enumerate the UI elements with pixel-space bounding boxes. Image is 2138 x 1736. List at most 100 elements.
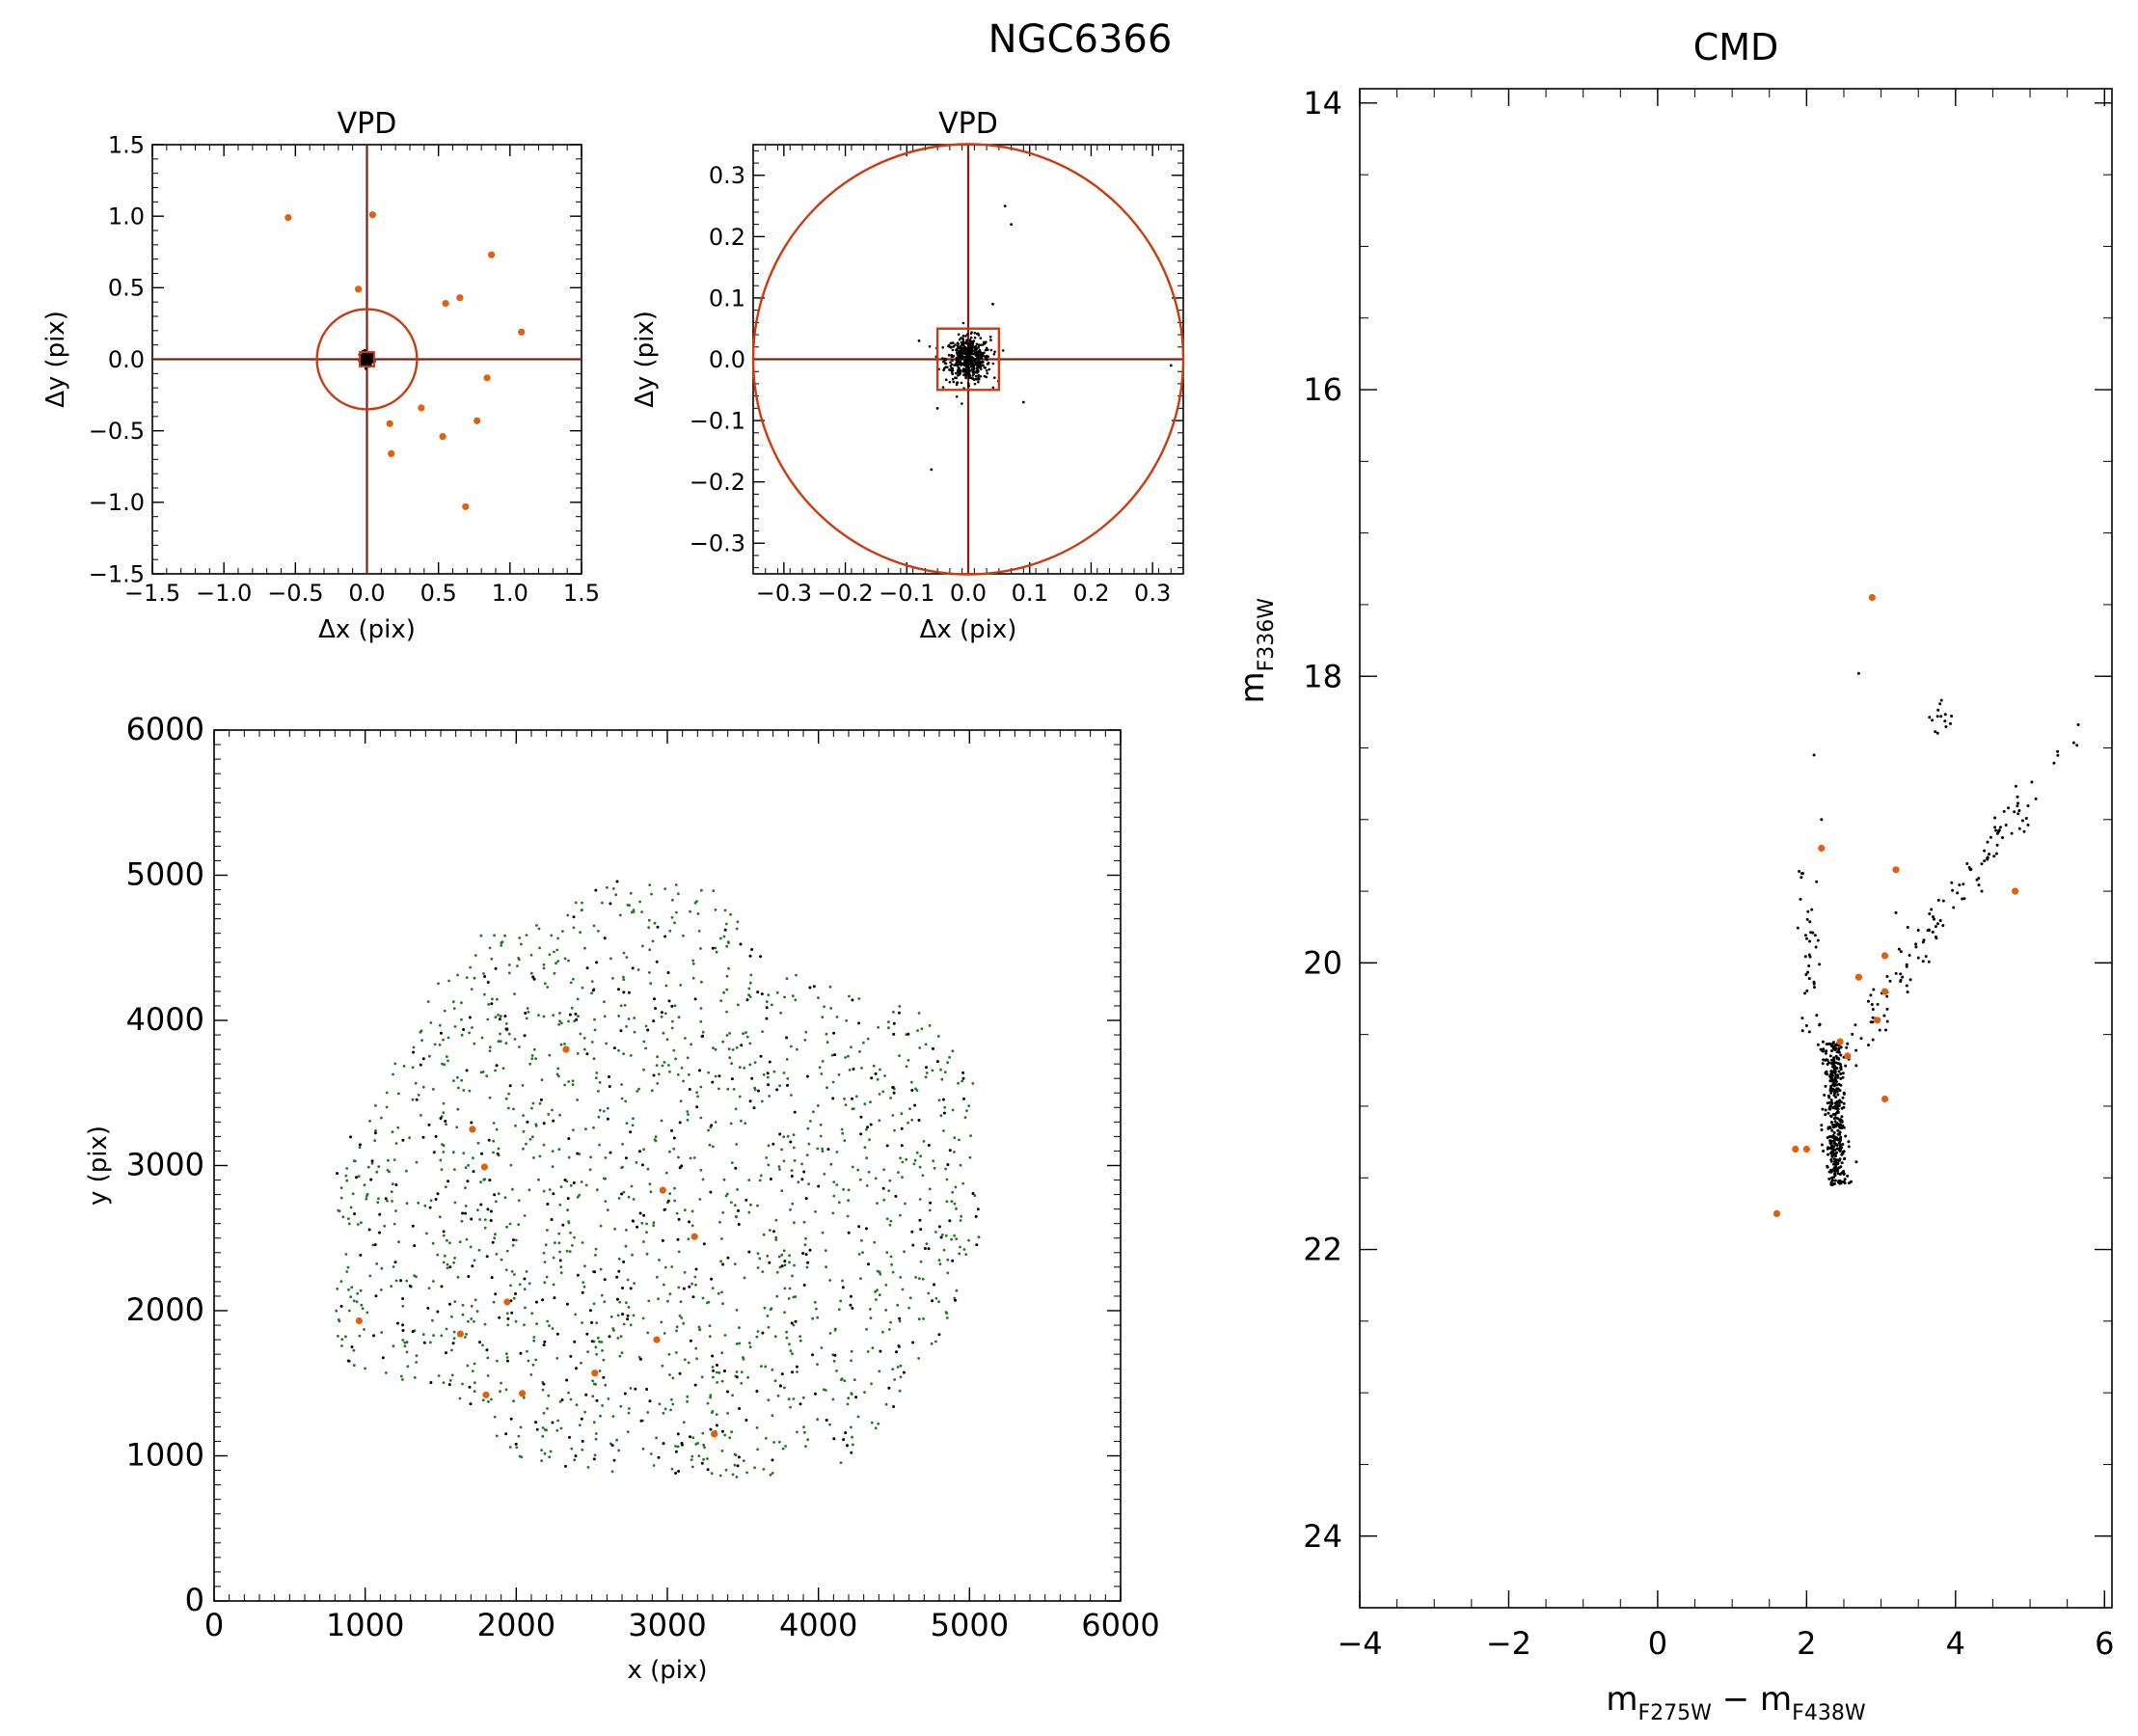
xy-map-field-point xyxy=(568,1435,571,1439)
xy-map-member-point xyxy=(581,1448,584,1451)
xy-map-field-point xyxy=(935,1060,939,1064)
xy-map-field-point xyxy=(494,1292,498,1296)
cmd-member-point xyxy=(1949,721,1952,725)
xy-map-member-point xyxy=(668,1070,671,1073)
xy-map-member-point xyxy=(567,1221,571,1225)
vpd-zoom-member-point xyxy=(969,376,972,379)
xy-map-member-point xyxy=(778,1084,781,1088)
xy-map-field-point xyxy=(689,1435,691,1439)
xy-map-field-point xyxy=(555,1332,559,1336)
xy-map-member-point xyxy=(958,1252,961,1256)
vpd-wide-selected-point xyxy=(368,211,376,219)
xy-map-member-point xyxy=(421,1085,425,1089)
xy-map-member-point xyxy=(377,1197,380,1201)
xy-map-field-point xyxy=(892,1405,896,1408)
xy-map-field-point xyxy=(447,1383,451,1387)
xy-map-field-point xyxy=(744,1419,748,1422)
xy-map-member-point xyxy=(904,1202,907,1206)
xy-map-member-point xyxy=(767,1325,771,1329)
xy-map-member-point xyxy=(365,1195,368,1198)
cmd-member-point xyxy=(1818,1022,1822,1026)
xy-map-field-point xyxy=(693,1383,697,1387)
cmd-member-point xyxy=(2026,804,2030,807)
vpd-zoom-member-point xyxy=(951,366,954,370)
xy-map-member-point xyxy=(924,1075,928,1079)
xy-map-field-point xyxy=(854,1396,858,1399)
xy-map-member-point xyxy=(841,1131,845,1135)
xy-map-member-point xyxy=(690,1282,693,1286)
xy-map-field-point xyxy=(478,1341,481,1344)
xy-map-member-point xyxy=(390,1285,393,1288)
vpd-zoom-member-point xyxy=(949,341,953,345)
xy-map-field-point xyxy=(688,1220,690,1224)
xy-map-field-point xyxy=(971,1192,975,1195)
xy-map-member-point xyxy=(816,1418,819,1422)
xy-map-field-point xyxy=(755,1390,759,1393)
xy-map-field-point xyxy=(466,1180,470,1183)
xy-map-member-point xyxy=(954,1185,958,1189)
xy-map-member-point xyxy=(356,1223,360,1226)
xy-map-member-point xyxy=(534,1057,537,1061)
xy-map-member-point xyxy=(755,1426,759,1429)
cmd-member-point xyxy=(1992,854,1996,858)
xy-map-member-point xyxy=(850,1349,853,1353)
xy-map-member-point xyxy=(775,1270,779,1274)
cmd-member-point xyxy=(1952,906,1956,909)
xy-map-field-point xyxy=(674,1472,678,1475)
xy-map-member-point xyxy=(955,1207,958,1210)
xy-map-field-point xyxy=(813,1392,817,1396)
xy-map-field-point xyxy=(720,1429,724,1433)
xy-map-member-point xyxy=(682,1421,686,1424)
xy-map-member-point xyxy=(758,1179,762,1182)
xy-map-member-point xyxy=(693,1275,697,1279)
xy-map-field-point xyxy=(857,1225,861,1229)
xy-map-member-point xyxy=(375,1262,379,1265)
xy-map-member-point xyxy=(863,1146,867,1150)
xy-map-member-point xyxy=(747,993,750,996)
xy-map-member-point xyxy=(637,1087,640,1091)
xy-map-field-point xyxy=(954,1298,958,1302)
cmd-member-point xyxy=(1870,1003,1874,1006)
xy-map-member-point xyxy=(677,1250,681,1254)
cmd-member-point xyxy=(1831,1061,1835,1065)
cmd-member-point xyxy=(1829,1158,1833,1161)
xy-map-member-point xyxy=(620,1083,623,1086)
xy-map-member-point xyxy=(556,936,559,940)
xy-map-member-point xyxy=(602,1109,606,1113)
vpd-zoom-ytick-label: 0.1 xyxy=(709,285,745,312)
xy-map-field-point xyxy=(576,1152,580,1155)
xy-map-member-point xyxy=(673,1186,676,1190)
xy-map-member-point xyxy=(540,1459,543,1462)
xy-map-member-point xyxy=(532,1339,536,1343)
xy-map-member-point xyxy=(789,1405,792,1409)
cmd-member-point xyxy=(1894,971,1898,975)
xy-map-member-point xyxy=(899,1375,903,1379)
xy-map-member-point xyxy=(548,1324,551,1327)
xy-map-member-point xyxy=(555,1428,559,1432)
xy-map-member-point xyxy=(546,1407,549,1410)
xy-map-member-point xyxy=(691,1436,695,1440)
xy-map-field-point xyxy=(826,1148,830,1152)
xy-map-member-point xyxy=(528,1062,532,1066)
xy-map-member-point xyxy=(511,1187,514,1191)
xy-map-member-point xyxy=(486,1374,490,1377)
xy-map-field-point xyxy=(851,1306,854,1310)
xy-map-member-point xyxy=(555,1357,559,1360)
xy-map-member-point xyxy=(566,913,570,917)
vpd-zoom-ytick-label: 0.0 xyxy=(709,346,745,373)
xy-map-member-point xyxy=(673,1199,677,1203)
xy-map-member-point xyxy=(461,1303,465,1307)
vpd-zoom-member-point xyxy=(946,366,949,369)
xy-map-field-point xyxy=(574,1012,578,1016)
vpd-zoom-member-point xyxy=(981,360,985,364)
xy-map-member-point xyxy=(829,1162,833,1166)
xy-map-member-point xyxy=(811,1316,815,1320)
vpd-zoom-member-point xyxy=(951,372,954,376)
xy-map-ytick-label: 0 xyxy=(185,1582,204,1618)
xy-map-member-point xyxy=(604,1383,608,1387)
xy-map-member-point xyxy=(345,1179,349,1182)
xy-map-field-point xyxy=(585,1332,589,1336)
xy-map-member-point xyxy=(360,1221,363,1225)
xy-map-field-point xyxy=(850,1451,853,1454)
xy-map-member-point xyxy=(702,1457,705,1461)
